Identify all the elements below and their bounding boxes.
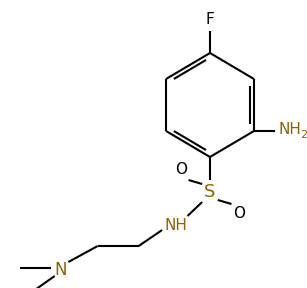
Text: O: O (175, 162, 187, 177)
Text: O: O (233, 206, 245, 221)
Text: N: N (54, 261, 67, 279)
Text: S: S (204, 183, 216, 201)
Text: NH: NH (164, 219, 187, 234)
Text: 2: 2 (300, 130, 307, 140)
Text: F: F (206, 12, 214, 27)
Text: NH: NH (278, 122, 301, 137)
